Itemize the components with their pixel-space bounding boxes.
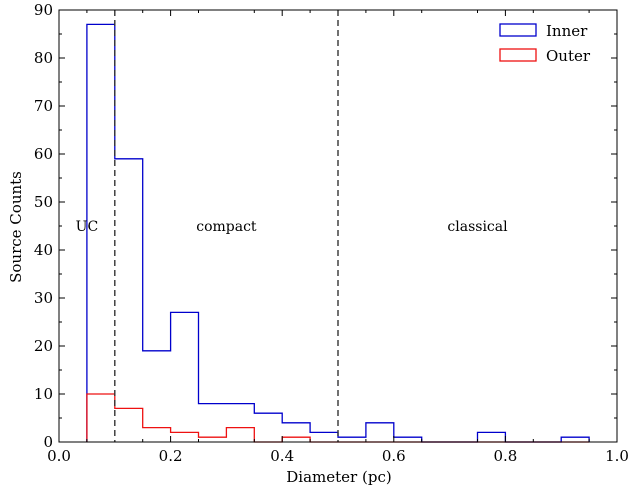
y-tick-label: 60 [34, 145, 53, 163]
legend-label-outer: Outer [546, 47, 591, 65]
y-axis-title: Source Counts [7, 171, 25, 283]
legend: Inner Outer [499, 22, 591, 65]
y-tick-label: 70 [34, 97, 53, 115]
region-label-compact: compact [196, 219, 257, 235]
x-tick-label: 0.8 [493, 447, 517, 465]
legend-swatch-inner [499, 23, 537, 37]
legend-label-inner: Inner [546, 22, 588, 40]
y-tick-label: 0 [43, 433, 53, 451]
y-tick-label: 90 [34, 1, 53, 19]
x-axis-title: Diameter (pc) [286, 468, 391, 486]
legend-swatch-outer [499, 48, 537, 62]
region-label-uc: UC [76, 219, 99, 235]
x-tick-label: 0.0 [47, 447, 71, 465]
x-tick-label: 0.2 [159, 447, 183, 465]
y-tick-label: 40 [34, 241, 53, 259]
x-tick-label: 1.0 [605, 447, 629, 465]
y-tick-label: 50 [34, 193, 53, 211]
y-tick-label: 80 [34, 49, 53, 67]
x-tick-label: 0.6 [382, 447, 406, 465]
region-label-classical: classical [447, 219, 508, 235]
y-tick-label: 10 [34, 385, 53, 403]
x-tick-label: 0.4 [270, 447, 294, 465]
y-tick-label: 30 [34, 289, 53, 307]
y-tick-label: 20 [34, 337, 53, 355]
